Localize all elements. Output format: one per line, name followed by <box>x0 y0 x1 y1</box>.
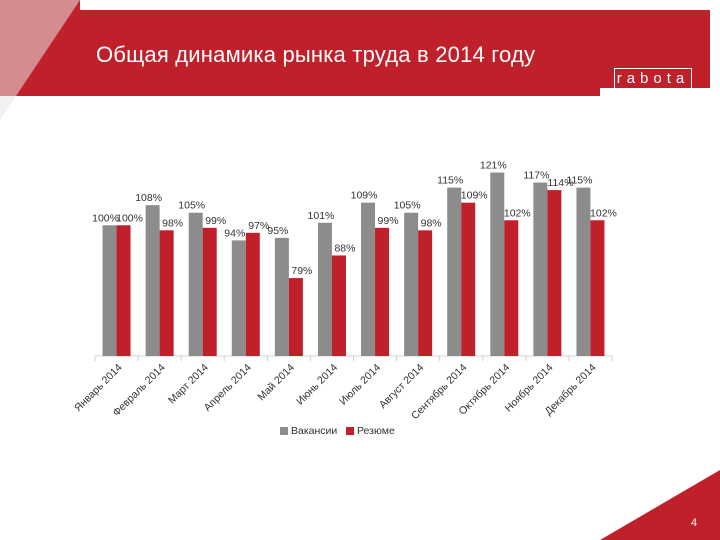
title-banner <box>0 0 710 96</box>
bar-vacancies <box>274 237 289 356</box>
legend-swatch-vacancies <box>280 427 288 435</box>
bar-vacancies <box>145 205 160 356</box>
data-label-vacancies: 94% <box>224 227 245 239</box>
x-tick-label: Июнь 2014 <box>294 362 340 408</box>
bar-vacancies <box>188 212 203 356</box>
bar-vacancies <box>533 182 548 356</box>
corner-decoration <box>0 0 80 120</box>
bar-vacancies <box>490 172 505 356</box>
page-title: Общая динамика рынка труда в 2014 году <box>96 42 536 67</box>
data-label-vacancies: 115% <box>566 175 592 187</box>
data-label-vacancies: 105% <box>394 200 421 212</box>
data-label-resumes: 99% <box>205 215 226 227</box>
bar-resumes <box>547 190 562 356</box>
bar-resumes <box>245 232 260 356</box>
data-label-resumes: 88% <box>334 242 355 254</box>
bar-vacancies <box>576 187 591 356</box>
bar-vacancies <box>317 222 332 356</box>
bar-resumes <box>418 230 433 356</box>
bar-resumes <box>116 225 131 356</box>
data-label-resumes: 98% <box>162 217 183 229</box>
bar-resumes <box>159 230 174 356</box>
data-label-vacancies: 108% <box>135 192 162 204</box>
data-label-resumes: 99% <box>378 215 399 227</box>
bar-resumes <box>590 220 605 356</box>
data-label-resumes: 102% <box>590 207 617 219</box>
bar-vacancies <box>102 225 117 356</box>
data-label-vacancies: 121% <box>480 160 507 172</box>
bar-vacancies <box>361 202 376 356</box>
data-label-vacancies: 105% <box>178 200 205 212</box>
x-tick-label: Март 2014 <box>166 362 211 407</box>
data-label-resumes: 100% <box>116 212 143 224</box>
bar-vacancies <box>447 187 462 356</box>
data-label-resumes: 102% <box>504 207 531 219</box>
data-label-vacancies: 101% <box>308 210 335 222</box>
data-label-resumes: 97% <box>248 220 269 232</box>
bar-vacancies <box>404 212 419 356</box>
bar-resumes <box>504 220 519 356</box>
x-tick-label: Май 2014 <box>255 362 297 404</box>
data-label-resumes: 79% <box>291 265 312 277</box>
bar-resumes <box>331 255 346 356</box>
bar-resumes <box>288 278 303 356</box>
data-label-vacancies: 117% <box>523 170 549 182</box>
footer-corner <box>600 470 720 540</box>
data-label-resumes: 114% <box>547 177 573 189</box>
bar-vacancies <box>231 240 246 356</box>
data-label-vacancies: 115% <box>437 175 463 187</box>
data-label-vacancies: 100% <box>92 212 119 224</box>
data-label-vacancies: 109% <box>351 190 378 202</box>
x-tick-label: Июль 2014 <box>337 362 383 408</box>
bar-resumes <box>461 202 476 356</box>
data-label-resumes: 109% <box>461 190 488 202</box>
legend-label-resumes: Резюме <box>357 425 395 437</box>
bar-resumes <box>202 227 217 356</box>
data-label-resumes: 98% <box>421 217 442 229</box>
data-label-vacancies: 95% <box>267 225 288 237</box>
bar-resumes <box>375 227 390 356</box>
legend-label-vacancies: Вакансии <box>291 425 337 437</box>
page-number: 4 <box>691 517 698 529</box>
brand-logo: rabota <box>614 68 692 90</box>
brand-logo-suffix: ua <box>698 66 706 73</box>
legend-swatch-resumes <box>346 427 354 435</box>
